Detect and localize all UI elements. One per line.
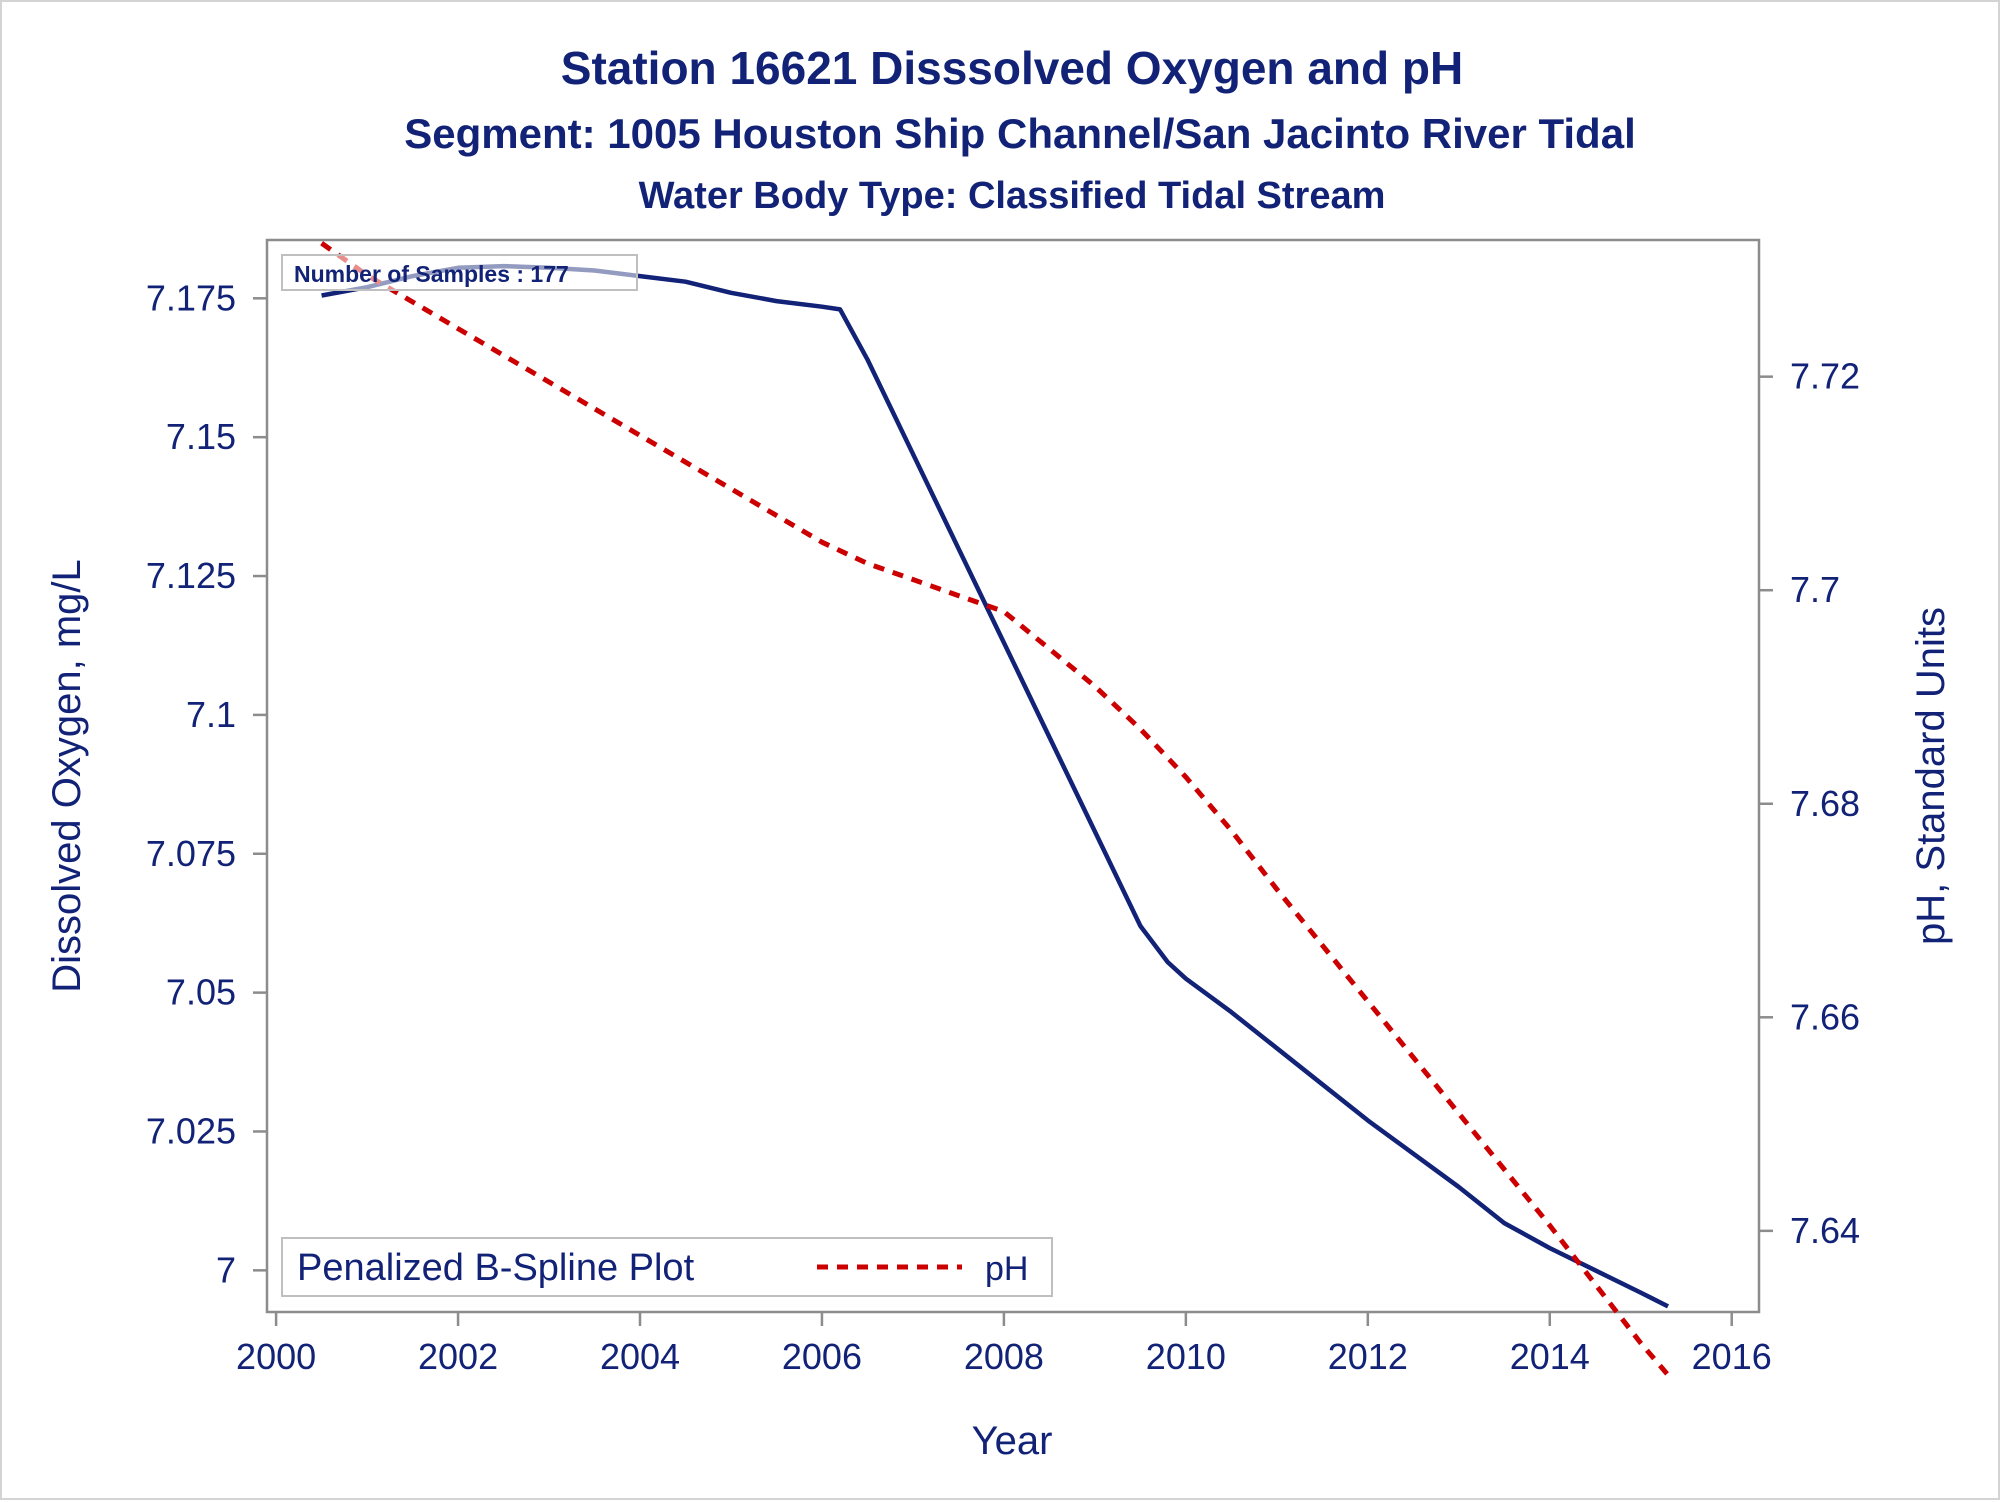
series-line-ph bbox=[320, 241, 1670, 1377]
series-layer bbox=[320, 241, 1670, 1377]
annotation-text: Number of Samples : 177 bbox=[294, 261, 569, 287]
x-tick-label: 2014 bbox=[1510, 1336, 1590, 1377]
x-tick-label: 2000 bbox=[236, 1336, 316, 1377]
y-tick-label: 7.075 bbox=[146, 833, 236, 874]
y-tick-label: 7.15 bbox=[166, 416, 236, 457]
x-tick-label: 2004 bbox=[600, 1336, 680, 1377]
y-tick-label: 7.1 bbox=[186, 694, 236, 735]
legend-label-ph: pH bbox=[985, 1250, 1028, 1288]
y2-tick-label: 7.72 bbox=[1790, 356, 1860, 397]
x-tick-label: 2016 bbox=[1692, 1336, 1772, 1377]
series-line-dissolved-oxygen bbox=[321, 263, 1670, 1309]
chart-subtitle: Segment: 1005 Houston Ship Channel/San J… bbox=[404, 110, 1636, 157]
x-axis-ticks: 2000 2002 2004 2006 2008 2010 2012 2014 2016 bbox=[236, 1312, 1772, 1377]
y2-tick-label: 7.68 bbox=[1790, 783, 1860, 824]
y-tick-label: 7.175 bbox=[146, 277, 236, 318]
y2-tick-label: 7.64 bbox=[1790, 1210, 1860, 1251]
x-axis-label: Year bbox=[972, 1419, 1053, 1463]
plot-area bbox=[265, 238, 1761, 1314]
y-tick-label: 7.025 bbox=[146, 1110, 236, 1151]
x-tick-label: 2002 bbox=[418, 1336, 498, 1377]
x-tick-label: 2008 bbox=[964, 1336, 1044, 1377]
y2-axis-label: pH, Standard Units bbox=[1909, 607, 1953, 945]
y-tick-label: 7 bbox=[216, 1249, 236, 1290]
y2-axis-ticks: 7.64 7.66 7.68 7.7 7.72 bbox=[1759, 356, 1860, 1251]
chart-title: Station 16621 Disssolved Oxygen and pH bbox=[561, 42, 1463, 94]
x-tick-label: 2006 bbox=[782, 1336, 862, 1377]
x-tick-label: 2012 bbox=[1328, 1336, 1408, 1377]
y2-tick-label: 7.66 bbox=[1790, 996, 1860, 1037]
x-tick-label: 2010 bbox=[1146, 1336, 1226, 1377]
annotation-box bbox=[281, 254, 638, 291]
y-axis-ticks: 7 7.025 7.05 7.075 7.1 7.125 7.15 7.175 bbox=[146, 277, 267, 1290]
legend-title: Penalized B-Spline Plot bbox=[297, 1247, 695, 1289]
y2-tick-label: 7.7 bbox=[1790, 569, 1840, 610]
chart-subtitle-2: Water Body Type: Classified Tidal Stream bbox=[639, 175, 1386, 217]
y-tick-label: 7.05 bbox=[166, 972, 236, 1013]
y-axis-label: Dissolved Oxygen, mg/L bbox=[45, 559, 89, 993]
y-tick-label: 7.125 bbox=[146, 555, 236, 596]
